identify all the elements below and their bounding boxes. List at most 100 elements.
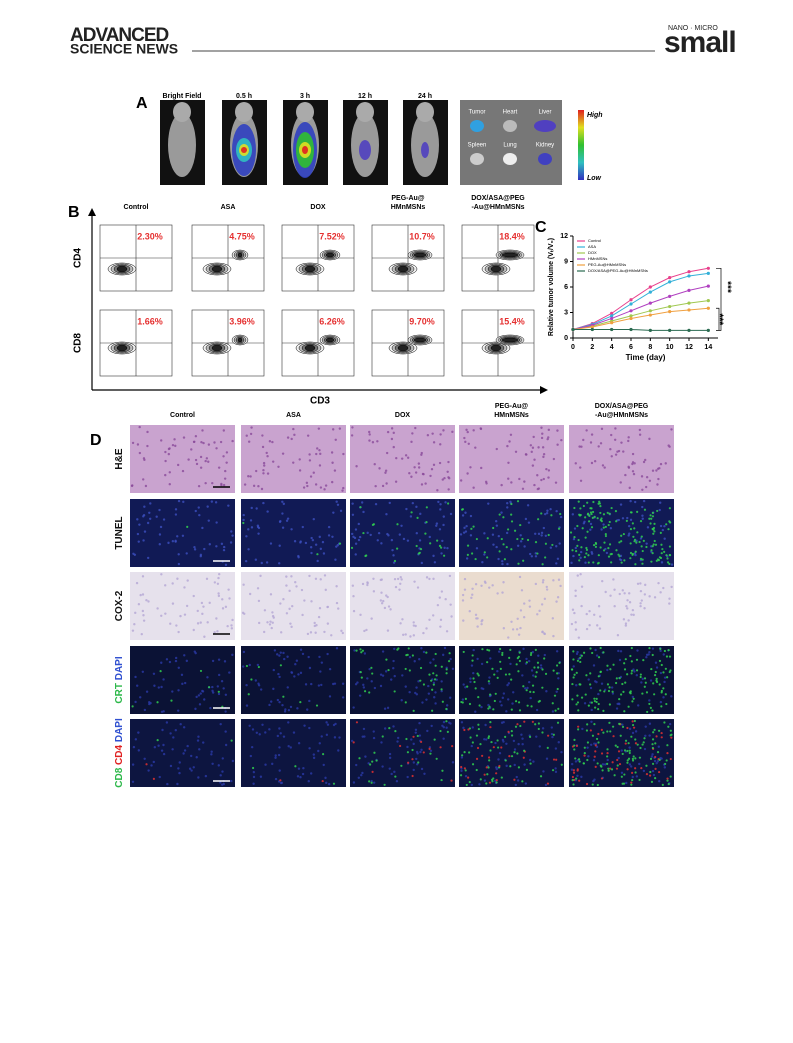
contour [116,265,128,273]
stain [531,720,534,723]
cell [517,742,520,746]
micrograph [130,572,235,640]
stain [443,554,446,557]
cell [451,430,454,434]
stain [645,764,648,767]
cell [299,671,303,675]
cell [470,744,473,748]
cell [617,449,621,453]
stain [596,762,599,765]
stain [534,648,537,651]
cell [242,665,245,668]
stain [653,693,656,696]
stain [475,734,479,737]
cell [505,742,508,746]
stain [429,752,432,755]
contour [211,265,223,273]
cell [439,443,442,446]
cell [668,597,671,600]
stain [467,728,470,731]
stain [517,670,520,673]
stain [659,647,662,650]
stain [650,780,654,784]
cell [297,673,300,676]
cell [153,745,157,749]
cell [277,753,281,757]
cell [380,578,383,581]
cell [400,457,404,460]
stain [464,697,467,700]
cell [489,657,492,660]
stain [541,731,544,734]
stain [500,776,503,779]
stain [509,648,512,652]
cell [180,673,184,677]
mouse-head [235,102,253,122]
stain [586,741,590,744]
data-point [687,301,691,305]
cell [496,670,499,673]
group-label: HMnMSNs [494,412,529,419]
stain [399,744,402,748]
cell [556,557,560,561]
stain [446,730,449,733]
stain [572,769,575,772]
cell [376,539,379,542]
cell [460,756,464,759]
stain [576,544,579,547]
stain [422,751,425,754]
stain [661,548,664,551]
stain [397,647,400,650]
cell [368,433,371,436]
signal [359,140,371,160]
cell [570,622,574,626]
cell [147,600,150,603]
cell [132,745,136,749]
stain [650,560,653,563]
cell [309,546,313,549]
stain [621,782,624,785]
cell [434,702,437,705]
x-tick-label: 14 [704,344,712,351]
cell [516,617,519,621]
cell [522,647,525,651]
stain [590,512,593,516]
stain [576,768,579,771]
y-tick-label: 12 [560,233,568,240]
cell [320,735,323,738]
cell [390,678,393,681]
cell [174,508,178,511]
cell [379,684,383,688]
stain [557,527,561,530]
cell [603,763,607,766]
stain [503,558,507,561]
stain [371,770,374,773]
cell [514,450,518,453]
cell [660,561,664,564]
cell [515,628,519,631]
cell [171,582,174,585]
cell [556,429,559,432]
stain [492,526,495,530]
stain [416,516,419,519]
stain [500,537,503,541]
cell [320,683,323,687]
cell [164,612,167,615]
cell [534,532,537,535]
cell [177,767,180,770]
stain [575,703,578,706]
cell [640,681,643,684]
cell [583,702,587,705]
cell [252,782,255,785]
cell [217,673,221,677]
cell [177,499,181,503]
stain [408,669,411,672]
cell [297,767,301,770]
cell [289,705,293,709]
organ-label: Kidney [536,143,554,149]
cell [642,460,646,464]
cell [224,469,227,473]
cell [549,546,553,549]
stain [537,700,540,703]
stain [477,723,480,726]
